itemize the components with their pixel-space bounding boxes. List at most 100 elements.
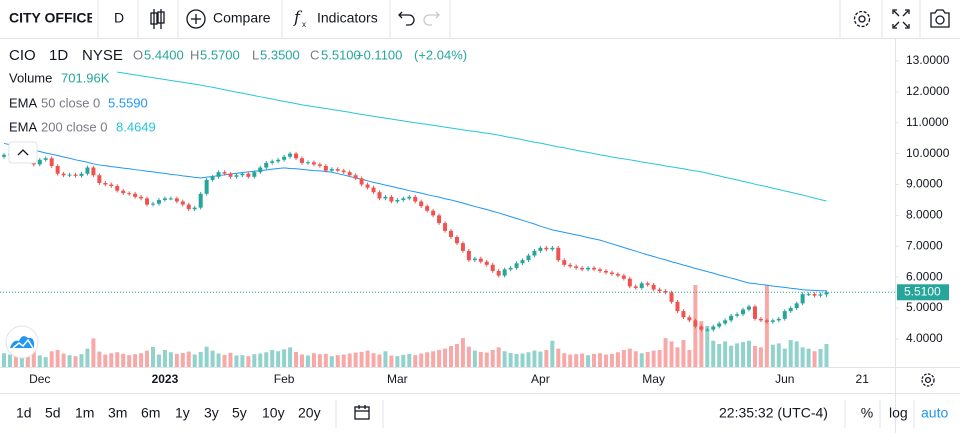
indicators-icon[interactable]: f <box>293 8 303 27</box>
x-tick-label: 21 <box>856 372 870 386</box>
ema-line <box>117 71 827 202</box>
range-button[interactable]: 5y <box>232 405 247 421</box>
volume-bar <box>574 354 579 367</box>
volume-bar <box>514 353 519 367</box>
range-button[interactable]: 3y <box>204 405 219 421</box>
candle-body <box>234 175 239 177</box>
range-button[interactable]: 1y <box>175 405 190 421</box>
fullscreen-button[interactable] <box>892 9 910 29</box>
auto-toggle[interactable]: auto <box>921 405 948 421</box>
range-button[interactable]: 1m <box>75 405 94 421</box>
candle-body <box>812 294 817 296</box>
candle-body <box>639 283 644 288</box>
volume-bar <box>192 354 197 367</box>
undo-button[interactable] <box>398 11 415 26</box>
candle-body <box>550 247 555 250</box>
volume-bar <box>37 355 42 367</box>
candle-body <box>55 165 60 174</box>
candle-body <box>228 173 233 177</box>
log-toggle[interactable]: log <box>889 405 908 421</box>
volume-bar <box>496 347 501 367</box>
volume-bar <box>705 326 710 367</box>
candle-body <box>478 258 483 262</box>
volume-bar <box>13 352 18 367</box>
range-button[interactable]: 5d <box>45 405 61 421</box>
interval-button[interactable]: D <box>114 10 124 26</box>
volume-bar <box>323 353 328 367</box>
candle-body <box>198 193 203 208</box>
volume-bar <box>639 353 644 367</box>
volume-bar <box>121 353 126 367</box>
volume-bar <box>615 352 620 367</box>
volume-bar <box>294 351 299 367</box>
plot-area <box>0 71 895 367</box>
range-button[interactable]: 1d <box>16 405 32 421</box>
axis-settings-button[interactable] <box>921 373 935 387</box>
candle-body <box>168 198 173 200</box>
candle-body <box>294 153 299 159</box>
candle-body <box>520 260 525 264</box>
volume-bar <box>186 351 191 367</box>
bottom-toolbar: 22:35:32 (UTC-4) % log auto 1d 5d 1m 3m 6m 1y… <box>16 400 948 428</box>
date-range-button[interactable] <box>354 405 370 420</box>
logo[interactable] <box>5 325 39 359</box>
volume-bar <box>598 353 602 367</box>
candle-body <box>389 196 394 202</box>
candle-body <box>782 311 787 319</box>
volume-bar <box>729 345 734 367</box>
candle-body <box>723 320 728 324</box>
candle-body <box>544 247 549 250</box>
compare-button[interactable]: Compare <box>213 10 271 26</box>
y-tick-label: 5.0000 <box>906 300 943 314</box>
candle-body <box>603 270 608 273</box>
volume-bar <box>276 351 281 367</box>
chart-style-button[interactable] <box>150 9 165 29</box>
candle-body <box>377 192 382 199</box>
volume-bar <box>139 353 144 367</box>
candle-body <box>311 162 316 165</box>
volume-bar <box>717 344 722 367</box>
candle-body <box>329 169 334 171</box>
legend: CIO 1D NYSE O 5.4400 H 5.5700 L 5.3500 C… <box>9 47 467 85</box>
compare-icon[interactable] <box>186 9 206 29</box>
candle-body <box>645 283 650 285</box>
volume-bar <box>246 356 251 367</box>
candle-body <box>580 267 585 270</box>
candle-body <box>79 173 84 176</box>
candle-body <box>651 284 656 290</box>
volume-bar <box>97 351 102 367</box>
candle-body <box>240 173 245 176</box>
candle-body <box>61 173 66 176</box>
range-button[interactable]: 10y <box>262 405 285 421</box>
collapse-legend-button[interactable] <box>8 141 38 164</box>
candle-body <box>192 207 197 210</box>
volume-bar <box>19 353 24 367</box>
volume-bar <box>91 338 96 367</box>
range-button[interactable]: 6m <box>141 405 160 421</box>
candle-body <box>621 275 626 279</box>
volume-bar <box>580 353 585 367</box>
candle-body <box>663 291 668 293</box>
volume-bar <box>663 338 668 367</box>
legend-high: 5.5700 <box>200 47 240 62</box>
candle-body <box>472 258 477 261</box>
candle-body <box>800 294 805 304</box>
symbol-input[interactable]: CITY OFFICE <box>9 10 96 26</box>
snapshot-button[interactable] <box>930 9 950 28</box>
range-button[interactable]: 20y <box>298 405 321 421</box>
percent-toggle[interactable]: % <box>861 405 873 421</box>
volume-bar <box>127 355 132 367</box>
indicators-button[interactable]: Indicators <box>317 10 378 26</box>
candle-body <box>460 243 465 251</box>
range-button[interactable]: 3m <box>108 405 127 421</box>
volume-bar <box>103 354 108 367</box>
volume-bar <box>586 355 591 367</box>
volume-bar <box>109 353 114 367</box>
volume-bar <box>449 346 453 367</box>
settings-button[interactable] <box>853 10 871 28</box>
volume-bar <box>329 356 334 367</box>
y-tick-label: 11.0000 <box>906 115 949 129</box>
candle-body <box>2 154 6 157</box>
candle-body <box>347 172 352 176</box>
redo-button[interactable] <box>423 11 440 26</box>
